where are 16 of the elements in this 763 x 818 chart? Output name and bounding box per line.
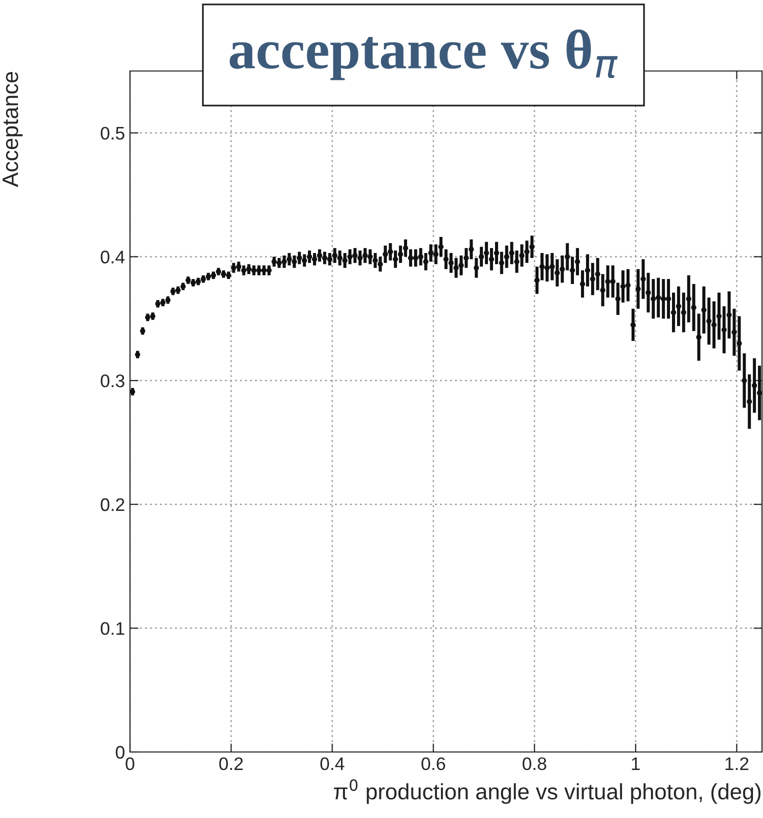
y-tick-label: 0 — [116, 746, 124, 759]
y-tick-label: 0.4 — [100, 250, 125, 264]
chart-title: acceptance vs θ$_{π}$ — [230, 29, 618, 80]
y-tick-label: 0.2 — [100, 498, 124, 512]
y-tick-label: 0.3 — [100, 374, 124, 388]
x-tick-label: 1 — [632, 758, 640, 770]
x-tick-label: 0.8 — [522, 757, 546, 770]
x-tick-label: 0 — [126, 757, 134, 770]
x-axis-title: π$^{0}$ production angle vs virtual photon, (deg) — [334, 779, 760, 804]
x-tick-label: 0.2 — [219, 757, 243, 770]
x-tick-label: 0.6 — [422, 757, 446, 770]
x-tick-label: 0.4 — [320, 757, 344, 770]
y-tick-label: 0.1 — [100, 622, 124, 635]
y-axis-title: Acceptance — [2, 72, 23, 188]
x-tick-label: 1.2 — [726, 757, 748, 770]
y-tick-label: 0.5 — [100, 126, 124, 140]
